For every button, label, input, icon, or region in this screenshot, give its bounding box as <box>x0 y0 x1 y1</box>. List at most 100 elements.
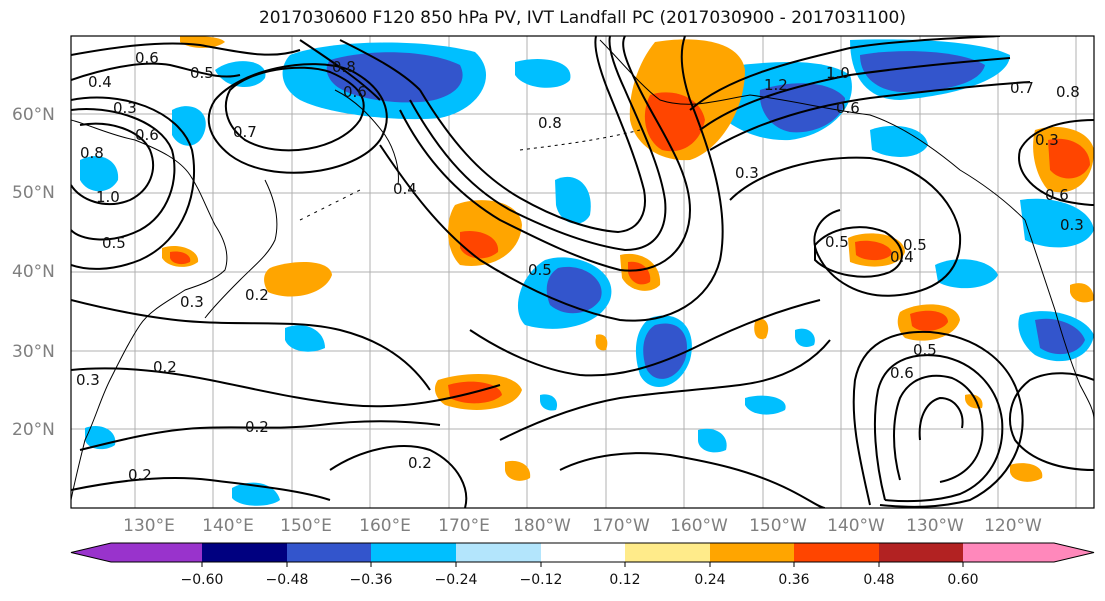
contour-line <box>852 330 1024 508</box>
shade-negative <box>172 106 206 146</box>
contour-label: 0.3 <box>735 164 759 182</box>
contour-label: 0.2 <box>128 466 152 484</box>
contour-line <box>71 477 331 501</box>
contour-label: 0.6 <box>343 83 367 101</box>
contour-line <box>729 156 962 297</box>
contour-label: 0.5 <box>528 261 552 279</box>
contour-line <box>71 122 155 205</box>
colorbar-segment <box>287 543 371 562</box>
colorbar-tick-label: −0.60 <box>181 572 224 588</box>
contour-label: 0.5 <box>102 234 126 252</box>
shade-negative <box>515 59 571 88</box>
colorbar-segment <box>625 543 710 562</box>
shade-positive <box>264 262 332 297</box>
contour-label: 0.6 <box>890 364 914 382</box>
contour-line <box>224 66 365 152</box>
shade-positive <box>170 251 191 265</box>
contour-line <box>379 36 724 322</box>
contour-label: 0.2 <box>245 286 269 304</box>
colorbar-tick-label: −0.24 <box>435 572 478 588</box>
contour-line <box>71 367 501 408</box>
shade-negative <box>540 394 558 411</box>
lon-label: 130°E <box>123 516 175 536</box>
pv-shading <box>80 36 1094 506</box>
colorbar-tick-label: 0.60 <box>947 572 978 588</box>
coastline-japan <box>204 179 278 319</box>
contour-line <box>339 39 421 91</box>
contour-label: 0.3 <box>180 293 204 311</box>
lon-label: 140°E <box>202 516 254 536</box>
colorbar-outline <box>70 542 1095 563</box>
colorbar-tick-label: 0.36 <box>778 572 809 588</box>
map-frame <box>70 35 1095 509</box>
colorbar: −0.60 −0.48 −0.36 −0.24 −0.12 0.12 0.24 0.36 0.4… <box>70 542 1095 588</box>
contour-line <box>689 36 1001 111</box>
coastline-na-west <box>1024 219 1094 421</box>
contour-label: 0.3 <box>113 99 137 117</box>
contour-label: 0.4 <box>393 180 417 198</box>
contour-line <box>79 420 441 451</box>
colorbar-segment <box>879 543 963 562</box>
colorbar-tick-label: 0.48 <box>863 572 894 588</box>
shade-negative <box>759 83 845 133</box>
contour-label: 1.2 <box>764 76 788 94</box>
contour-line <box>71 299 431 391</box>
contour-line <box>699 57 1011 131</box>
shade-negative <box>698 428 727 453</box>
shade-negative <box>860 51 985 92</box>
map-title: 2017030600 F120 850 hPa PV, IVT Landfall… <box>258 8 906 28</box>
contour-line <box>329 445 468 508</box>
map-layers <box>71 36 1094 508</box>
lat-label: 60°N <box>12 105 55 125</box>
lon-label: 130°W <box>906 516 964 536</box>
contour-line <box>399 36 692 272</box>
colorbar-tick-label: −0.12 <box>520 572 563 588</box>
contour-line <box>207 63 388 174</box>
colorbar-segment <box>71 543 202 562</box>
shade-positive <box>1010 463 1043 482</box>
contour-label: 1.0 <box>96 188 120 206</box>
contour-label: 0.5 <box>903 236 927 254</box>
shade-positive <box>855 240 892 261</box>
coastline-alaska <box>599 39 1026 221</box>
contour-line <box>814 226 903 278</box>
graticule <box>71 36 1094 508</box>
contour-label: 0.5 <box>913 341 937 359</box>
lon-label: 170°E <box>438 516 490 536</box>
contour-label: 0.7 <box>1010 79 1034 97</box>
shade-positive <box>644 92 705 152</box>
contour-label: 0.4 <box>890 248 914 266</box>
shade-positive <box>595 334 608 351</box>
colorbar-tick-label: 0.24 <box>694 572 725 588</box>
lon-label: 180°W <box>513 516 571 536</box>
shade-positive <box>1070 283 1094 303</box>
contour-label: 0.8 <box>538 114 562 132</box>
contour-label: 0.3 <box>1035 131 1059 149</box>
colorbar-segment <box>710 543 794 562</box>
colorbar-segment <box>541 543 625 562</box>
contour-label: 0.5 <box>190 64 214 82</box>
lon-label: 140°W <box>827 516 885 536</box>
contour-label: 0.3 <box>76 371 100 389</box>
contour-line <box>469 299 821 377</box>
contour-line <box>299 39 381 101</box>
lon-label: 160°W <box>670 516 728 536</box>
contour-label: 0.6 <box>135 126 159 144</box>
shade-negative <box>232 482 280 506</box>
coastline-asia <box>71 119 228 501</box>
contour-line <box>71 62 241 81</box>
colorbar-segment <box>963 543 1094 562</box>
contour-line <box>419 36 646 234</box>
contour-label: 0.7 <box>233 123 257 141</box>
shade-negative <box>326 52 463 103</box>
pv-contours <box>71 36 1094 508</box>
contour-label: 0.5 <box>825 233 849 251</box>
lat-label: 20°N <box>12 420 55 440</box>
contour-line <box>709 81 1031 151</box>
lon-label: 120°W <box>984 516 1042 536</box>
contour-line <box>71 108 176 241</box>
contour-line <box>71 96 196 270</box>
contour-line <box>71 42 301 56</box>
shade-positive <box>910 310 948 331</box>
